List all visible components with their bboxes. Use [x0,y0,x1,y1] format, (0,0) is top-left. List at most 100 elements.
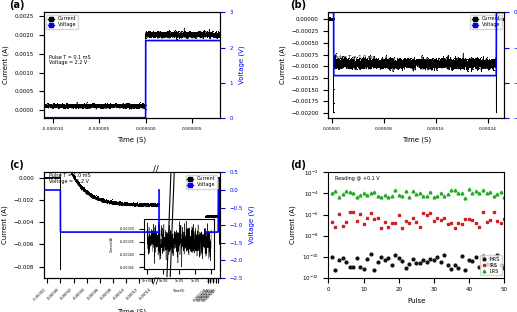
LRS [469,191,476,195]
IRS [339,224,345,227]
Y-axis label: Current (A): Current (A) [2,206,8,244]
HRS [409,257,416,261]
IRS [360,222,367,226]
IRS [424,213,430,217]
LRS [476,191,482,195]
LRS [483,191,490,195]
HRS [497,263,504,267]
IRS [409,216,416,219]
LRS [339,192,345,196]
Text: Pulse T = 1.0 mS
Voltage = -1.2 V: Pulse T = 1.0 mS Voltage = -1.2 V [49,173,91,184]
IRS [491,210,497,214]
X-axis label: Time (S): Time (S) [117,137,146,144]
Text: (c): (c) [9,160,24,170]
LRS [336,195,342,199]
IRS [438,218,444,222]
LRS [442,194,448,198]
LRS [459,191,465,195]
LRS [462,196,468,199]
IRS [343,220,349,224]
HRS [473,255,479,258]
LRS [491,195,497,198]
Text: (d): (d) [290,160,306,170]
HRS [469,259,476,263]
IRS [399,226,405,229]
LRS [466,188,472,191]
IRS [406,221,413,225]
LRS [378,195,384,199]
HRS [392,253,398,257]
HRS [406,262,413,266]
HRS [434,255,440,259]
IRS [354,219,360,222]
LRS [399,194,405,198]
Bar [164,173,201,278]
IRS [396,213,402,217]
Text: (b): (b) [290,0,306,10]
IRS [371,217,377,221]
IRS [368,211,374,215]
HRS [364,257,370,261]
HRS [487,256,493,260]
IRS [431,219,437,223]
HRS [343,260,349,264]
IRS [459,222,465,226]
HRS [371,268,377,272]
LRS [396,193,402,197]
HRS [378,255,384,259]
HRS [420,258,427,262]
HRS [424,260,430,264]
HRS [455,266,462,270]
Text: Reading @ +0.1 V: Reading @ +0.1 V [336,176,380,181]
LRS [368,192,374,195]
HRS [332,268,339,272]
IRS [350,210,356,213]
LRS [445,193,451,196]
IRS [382,220,388,224]
LRS [392,188,398,192]
X-axis label: Pulse: Pulse [407,298,425,304]
LRS [455,191,462,195]
Line: IRS: IRS [330,210,506,229]
LRS [413,192,419,196]
Legend: Current, Voltage: Current, Voltage [470,15,501,29]
LRS [480,188,486,192]
LRS [382,193,388,197]
HRS [350,265,356,269]
IRS [378,226,384,229]
HRS [445,263,451,267]
LRS [431,195,437,199]
IRS [332,225,339,228]
IRS [466,217,472,221]
Y-axis label: Current (A): Current (A) [3,46,9,85]
IRS [494,219,500,223]
IRS [448,221,454,225]
LRS [374,194,381,198]
HRS [442,253,448,257]
IRS [374,217,381,220]
HRS [339,256,345,260]
IRS [420,212,427,215]
HRS [354,256,360,259]
HRS [491,263,497,267]
HRS [382,258,388,262]
HRS [427,257,433,261]
IRS [389,221,395,225]
LRS [360,191,367,195]
LRS [417,191,423,195]
HRS [413,261,419,265]
HRS [346,265,353,268]
LRS [329,191,335,195]
IRS [392,221,398,225]
Y-axis label: Voltage (V): Voltage (V) [238,46,245,85]
IRS [364,216,370,220]
Legend: Current, Voltage: Current, Voltage [186,175,217,189]
IRS [452,226,458,230]
HRS [494,254,500,257]
IRS [413,221,419,224]
LRS [406,195,413,199]
IRS [403,219,409,223]
Legend: Current, Voltage: Current, Voltage [47,15,78,29]
HRS [483,262,490,266]
HRS [360,267,367,271]
